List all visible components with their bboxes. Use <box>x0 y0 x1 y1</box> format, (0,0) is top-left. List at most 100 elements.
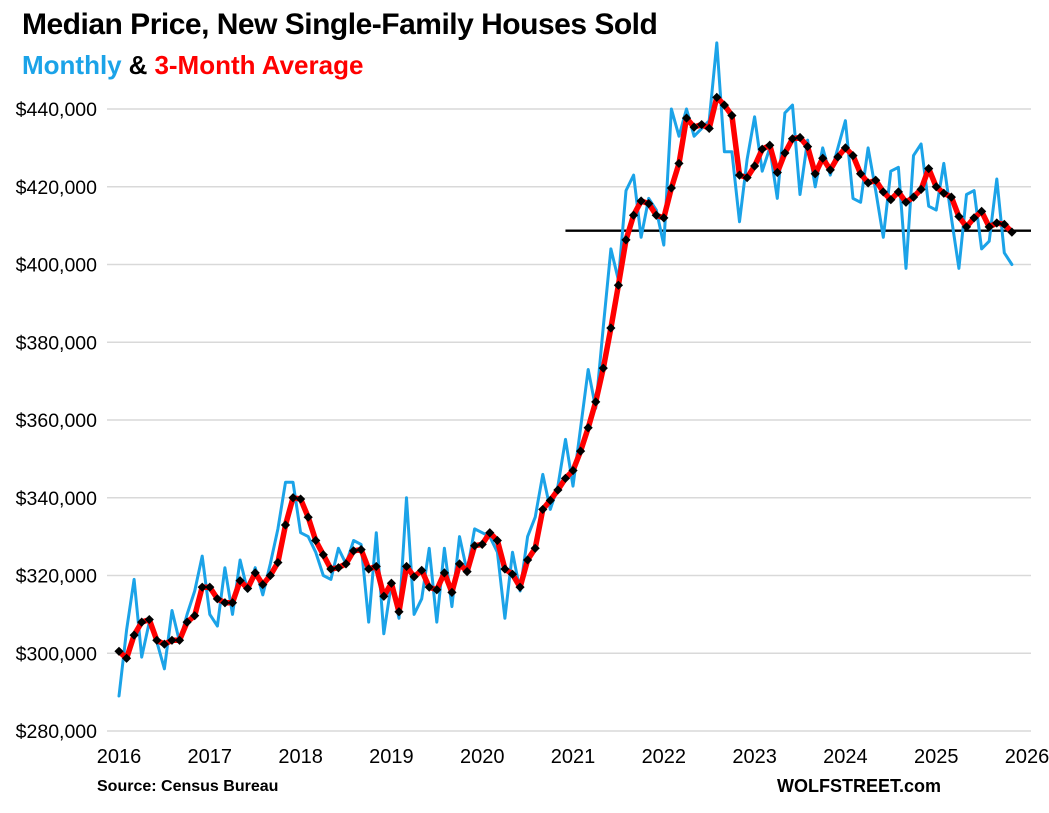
average-marker <box>538 504 548 515</box>
legend-ampersand: & <box>128 50 148 80</box>
average-marker <box>954 211 964 222</box>
average-marker <box>144 614 154 625</box>
average-marker <box>212 594 222 604</box>
average-marker <box>197 582 207 592</box>
average-marker <box>523 555 533 565</box>
average-marker <box>855 169 866 179</box>
average-marker <box>818 153 828 163</box>
average-marker <box>931 182 941 192</box>
average-marker <box>432 585 442 595</box>
x-axis-tick-label: 2022 <box>642 746 687 768</box>
average-marker <box>386 578 397 588</box>
average-marker <box>712 92 722 102</box>
average-marker <box>235 576 245 586</box>
average-marker <box>341 559 351 569</box>
x-axis-tick-label: 2018 <box>278 746 323 768</box>
average-marker <box>848 151 858 161</box>
average-marker <box>174 635 185 645</box>
average-marker <box>553 485 563 495</box>
average-marker <box>621 235 631 245</box>
average-marker <box>205 582 215 592</box>
average-marker <box>681 113 692 123</box>
average-marker <box>280 520 291 530</box>
average-marker <box>795 132 805 143</box>
average-marker <box>318 550 328 560</box>
average-marker <box>886 195 896 205</box>
average-marker <box>674 158 684 169</box>
y-axis-tick-label: $300,000 <box>16 643 97 665</box>
average-marker <box>515 582 525 592</box>
average-marker <box>371 561 381 572</box>
average-marker <box>689 122 699 132</box>
average-marker <box>893 187 904 197</box>
y-axis-tick-label: $340,000 <box>16 488 97 510</box>
average-marker <box>977 206 987 216</box>
x-axis-tick-label: 2019 <box>369 746 414 768</box>
average-marker <box>250 568 260 578</box>
average-marker <box>568 465 578 476</box>
average-marker <box>916 184 926 194</box>
average-marker <box>364 564 374 574</box>
average-marker <box>780 148 790 158</box>
legend-monthly-label: Monthly <box>22 50 122 80</box>
x-axis-tick-label: 2024 <box>823 746 868 768</box>
average-marker <box>628 210 639 220</box>
average-marker <box>901 197 911 207</box>
average-marker <box>924 164 934 174</box>
average-marker <box>727 110 737 121</box>
y-axis-tick-label: $420,000 <box>16 177 97 199</box>
average-marker <box>734 170 745 180</box>
average-marker <box>999 219 1009 229</box>
average-marker <box>379 591 389 601</box>
y-axis-tick-label: $380,000 <box>16 332 97 354</box>
average-marker <box>303 512 313 522</box>
average-marker <box>485 528 495 538</box>
average-marker <box>356 544 366 555</box>
average-marker <box>598 363 608 373</box>
average-marker <box>470 541 480 551</box>
average-marker <box>757 144 767 154</box>
average-marker <box>167 635 177 645</box>
chart-subtitle: Monthly & 3-Month Average <box>22 50 363 81</box>
average-marker <box>454 559 465 569</box>
average-marker <box>477 539 487 549</box>
average-marker <box>159 639 170 649</box>
average-marker <box>697 119 707 130</box>
x-axis-tick-label: 2026 <box>1005 746 1049 768</box>
y-axis-tick-label: $320,000 <box>16 566 97 588</box>
average-marker <box>878 187 888 197</box>
average-marker <box>190 611 200 621</box>
average-marker <box>613 280 624 290</box>
average-marker <box>787 134 798 144</box>
average-marker <box>545 495 555 505</box>
average-marker <box>651 210 661 220</box>
average-marker <box>311 535 321 546</box>
average-marker <box>296 494 306 504</box>
average-marker <box>348 546 359 556</box>
average-marker <box>507 569 518 579</box>
average-marker <box>575 446 586 456</box>
average-marker <box>492 535 502 546</box>
average-marker <box>659 213 669 223</box>
average-marker <box>152 635 162 645</box>
average-marker <box>772 167 782 178</box>
average-marker <box>863 178 873 188</box>
x-axis-tick-label: 2023 <box>732 746 777 768</box>
average-marker <box>227 598 238 608</box>
y-axis-tick-label: $440,000 <box>16 99 97 121</box>
average-marker <box>825 165 835 175</box>
average-marker <box>500 564 510 574</box>
x-axis-tick-label: 2020 <box>460 746 505 768</box>
average-marker <box>273 557 283 568</box>
average-marker <box>121 653 132 663</box>
x-axis-tick-label: 2016 <box>97 746 142 768</box>
average-marker <box>417 565 427 575</box>
wolfstreet-branding: WOLFSTREET.com <box>776 776 941 796</box>
average-marker <box>326 564 336 574</box>
average-marker <box>1007 227 1017 237</box>
average-marker <box>220 598 230 608</box>
average-marker <box>802 141 813 152</box>
average-marker <box>666 183 676 193</box>
average-marker <box>946 192 956 202</box>
